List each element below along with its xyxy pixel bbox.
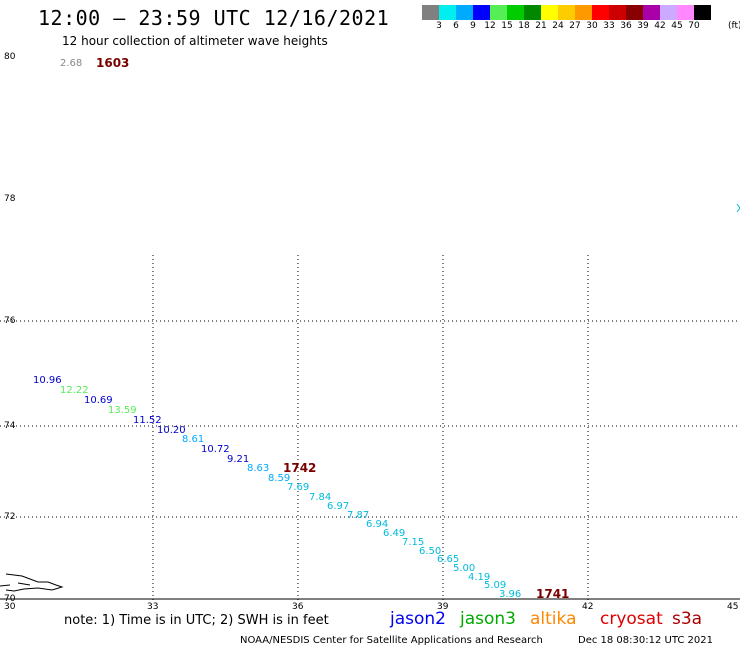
color-scale-swatch — [490, 5, 507, 20]
color-scale-tick: 18 — [518, 21, 530, 31]
color-scale-swatch — [609, 5, 626, 20]
swh-observation: 10.69 — [84, 395, 113, 406]
color-scale-tick: 33 — [603, 21, 615, 31]
edge-track-mark — [736, 203, 740, 213]
lat-label: 80 — [4, 52, 16, 62]
legend-cryosat: cryosat — [600, 609, 663, 629]
swh-observation: 7.84 — [309, 492, 331, 503]
legend-s3a: s3a — [672, 609, 703, 629]
color-scale-unit: (ft) — [728, 21, 740, 31]
color-scale-swatch — [677, 5, 694, 20]
color-scale-tick: 39 — [637, 21, 649, 31]
color-scale-tick: 36 — [620, 21, 632, 31]
pass-time-label: 1742 — [283, 461, 316, 475]
lon-label: 30 — [4, 602, 16, 612]
color-scale-tick: 6 — [453, 21, 459, 31]
swh-observation: 5.00 — [453, 563, 475, 574]
color-scale-bar — [422, 5, 711, 20]
swh-observation: 3.96 — [499, 589, 521, 600]
swh-observation: 7.69 — [287, 482, 309, 493]
footer-note: note: 1) Time is in UTC; 2) SWH is in fe… — [64, 613, 329, 628]
lat-label: 74 — [4, 421, 16, 431]
color-scale-tick: 15 — [501, 21, 513, 31]
legend-jason2: jason2 — [390, 609, 446, 629]
legend-jason3: jason3 — [460, 609, 516, 629]
swh-observation: 5.09 — [484, 580, 506, 591]
swh-observation: 10.20 — [157, 425, 186, 436]
swh-observation: 7.87 — [347, 510, 369, 521]
swh-observation: 4.19 — [468, 572, 490, 583]
swh-observation: 6.94 — [366, 519, 388, 530]
color-scale-tick: 27 — [569, 21, 581, 31]
color-scale-swatch — [558, 5, 575, 20]
lon-label: 42 — [582, 602, 593, 612]
credit-line: NOAA/NESDIS Center for Satellite Applica… — [240, 635, 543, 646]
color-scale-tick: 21 — [535, 21, 547, 31]
swh-observation: 9.21 — [227, 454, 249, 465]
lon-label: 45 — [727, 602, 738, 612]
lon-label: 33 — [147, 602, 158, 612]
issued-timestamp: Dec 18 08:30:12 UTC 2021 — [578, 635, 713, 646]
lat-label: 70 — [4, 594, 16, 604]
pass-times: 1603 1742 1741 — [96, 56, 569, 601]
color-scale-swatch — [575, 5, 592, 20]
color-scale-swatch — [439, 5, 456, 20]
color-scale-tick: 9 — [470, 21, 476, 31]
swh-observation: 8.61 — [182, 434, 204, 445]
swh-observation: 6.97 — [327, 501, 349, 512]
swh-observation: 13.59 — [108, 405, 137, 416]
lat-label: 76 — [4, 316, 16, 326]
color-scale-tick: 30 — [586, 21, 598, 31]
color-scale-tick: 3 — [436, 21, 442, 31]
pass-time-label: 1741 — [536, 587, 569, 601]
color-scale-tick: 70 — [688, 21, 700, 31]
color-scale-tick: 12 — [484, 21, 496, 31]
color-scale-swatch — [473, 5, 490, 20]
color-scale-swatch — [626, 5, 643, 20]
page-subtitle: 12 hour collection of altimeter wave hei… — [62, 34, 328, 48]
color-scale-swatch — [541, 5, 558, 20]
swh-observation: 7.15 — [402, 537, 424, 548]
swh-observation: 8.63 — [247, 463, 269, 474]
color-scale-swatch — [422, 5, 439, 20]
color-scale-tick: 42 — [654, 21, 666, 31]
lon-label: 36 — [292, 602, 304, 612]
lat-label: 72 — [4, 512, 15, 522]
color-scale-swatch — [507, 5, 524, 20]
lon-labels: 30 33 36 39 42 45 — [4, 602, 738, 612]
legend-altika: altika — [530, 609, 577, 629]
swh-observation: 10.72 — [201, 444, 230, 455]
color-scale-tick: 45 — [671, 21, 683, 31]
color-scale-swatch — [660, 5, 677, 20]
color-scale-swatch — [643, 5, 660, 20]
lat-label: 78 — [4, 194, 16, 204]
swh-observation: 6.65 — [437, 554, 459, 565]
swh-observation: 11.52 — [133, 415, 162, 426]
color-scale-swatch — [694, 5, 711, 20]
swh-observation: 10.96 — [33, 375, 62, 386]
color-scale-tick: 24 — [552, 21, 564, 31]
swh-observation: 12.22 — [60, 385, 89, 396]
page-title: 12:00 — 23:59 UTC 12/16/2021 — [38, 6, 390, 30]
color-scale-swatch — [456, 5, 473, 20]
swh-observation: 2.68 — [60, 58, 82, 69]
lat-labels: 80 78 76 74 72 70 — [4, 52, 16, 604]
swh-observation: 6.50 — [419, 546, 441, 557]
color-scale-swatch — [592, 5, 609, 20]
graticule — [0, 255, 740, 600]
swh-observation: 8.59 — [268, 473, 290, 484]
pass-time-label: 1603 — [96, 56, 129, 70]
swh-observation: 6.49 — [383, 528, 405, 539]
lon-label: 39 — [437, 602, 449, 612]
coastline — [0, 573, 64, 592]
observation-labels: 2.68 10.96 12.22 10.69 13.59 11.52 10.20… — [33, 58, 521, 600]
color-scale-swatch — [524, 5, 541, 20]
